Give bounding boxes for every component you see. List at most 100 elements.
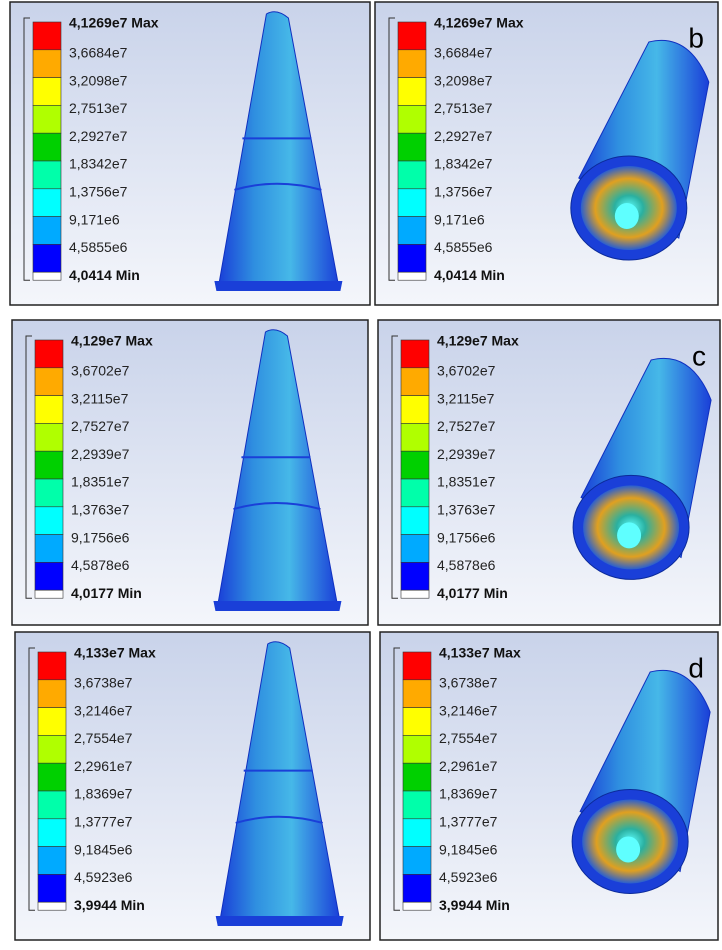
legend-label: 4,5923e6 <box>74 869 133 885</box>
legend-cell <box>401 368 429 396</box>
legend-label: 3,6738e7 <box>439 675 498 691</box>
legend-cell <box>38 819 66 847</box>
legend-label: 1,3763e7 <box>71 502 130 518</box>
legend-cell <box>398 189 426 217</box>
legend-label: 1,8342e7 <box>69 156 128 172</box>
legend-cell <box>33 189 61 217</box>
legend-label: 4,5923e6 <box>439 869 498 885</box>
legend-cell <box>403 791 431 819</box>
legend-cell <box>33 22 61 50</box>
legend-cell <box>398 161 426 189</box>
legend-cell <box>38 763 66 791</box>
panel-letter: c <box>692 340 706 371</box>
legend-cell <box>38 902 66 910</box>
legend-label: 3,2098e7 <box>69 72 128 88</box>
cylinder-hole <box>616 836 640 862</box>
legend-label: 1,8369e7 <box>74 786 133 802</box>
legend-cell <box>398 133 426 161</box>
legend-cell <box>398 50 426 78</box>
legend-cell <box>33 133 61 161</box>
legend-label: 4,133e7 Max <box>74 645 156 661</box>
legend-label: 1,3756e7 <box>69 184 128 200</box>
legend-cell <box>403 708 431 736</box>
legend-label: 4,129e7 Max <box>71 333 153 349</box>
legend-cell <box>35 590 63 598</box>
legend-label: 1,3763e7 <box>437 502 496 518</box>
page: {"rows": [ {"letter": "b", "legend": ["4… <box>0 0 722 945</box>
legend-label: 4,0414 Min <box>434 267 505 283</box>
legend-label: 1,8342e7 <box>434 156 493 172</box>
legend-cell <box>33 50 61 78</box>
legend-label: 4,0414 Min <box>69 267 140 283</box>
cylinder-hole <box>617 522 641 548</box>
legend-label: 2,2961e7 <box>74 758 133 774</box>
legend-cell <box>403 819 431 847</box>
legend-label: 9,1845e6 <box>74 841 133 857</box>
legend-cell <box>401 451 429 479</box>
legend-cell <box>401 423 429 451</box>
legend-label: 4,1269e7 Max <box>434 15 524 31</box>
legend-cell <box>38 735 66 763</box>
legend-label: 3,2146e7 <box>74 702 133 718</box>
legend-cell <box>398 272 426 280</box>
legend-label: 3,6702e7 <box>437 363 496 379</box>
legend-label: 1,3777e7 <box>439 814 498 830</box>
legend-label: 3,6684e7 <box>69 45 128 61</box>
legend-cell <box>35 340 63 368</box>
legend-label: 2,2961e7 <box>439 758 498 774</box>
legend-label: 2,7554e7 <box>74 730 133 746</box>
legend-cell <box>403 763 431 791</box>
legend-cell <box>33 217 61 245</box>
legend-cell <box>398 217 426 245</box>
legend-label: 2,7527e7 <box>71 418 130 434</box>
legend-cell <box>403 680 431 708</box>
legend-label: 2,2939e7 <box>71 446 130 462</box>
legend-label: 3,9944 Min <box>439 897 510 913</box>
legend-label: 2,7527e7 <box>437 418 496 434</box>
legend-cell <box>403 902 431 910</box>
legend-cell <box>33 244 61 272</box>
legend-cell <box>38 847 66 875</box>
legend-cell <box>398 244 426 272</box>
legend-cell <box>35 562 63 590</box>
legend-label: 4,1269e7 Max <box>69 15 159 31</box>
legend-cell <box>38 791 66 819</box>
legend-label: 3,2098e7 <box>434 72 493 88</box>
cone-base <box>214 281 342 291</box>
cylinder-hole <box>615 203 639 229</box>
legend-label: 1,8351e7 <box>71 474 130 490</box>
legend-cell <box>401 562 429 590</box>
legend-cell <box>403 652 431 680</box>
legend-label: 2,2927e7 <box>434 128 493 144</box>
figure: 4,1269e7 Max 3,6684e7 3,2098e7 2,7513e7 2,29… <box>0 0 722 945</box>
legend-label: 3,6738e7 <box>74 675 133 691</box>
legend-cell <box>35 535 63 563</box>
legend-cell <box>35 396 63 424</box>
legend-label: 4,5855e6 <box>69 239 128 255</box>
legend-label: 2,7513e7 <box>69 100 128 116</box>
legend-cell <box>398 78 426 106</box>
legend-label: 4,5878e6 <box>437 557 496 573</box>
legend-cell <box>401 340 429 368</box>
legend-label: 4,5878e6 <box>71 557 130 573</box>
legend-cell <box>401 535 429 563</box>
legend-cell <box>398 22 426 50</box>
legend-cell <box>33 272 61 280</box>
legend-label: 9,1756e6 <box>71 529 130 545</box>
legend-label: 3,2115e7 <box>71 390 129 406</box>
legend-label: 4,5855e6 <box>434 239 493 255</box>
legend-label: 4,129e7 Max <box>437 333 519 349</box>
legend-label: 1,3777e7 <box>74 814 133 830</box>
legend-cell <box>33 105 61 133</box>
legend-cell <box>38 874 66 902</box>
legend-label: 2,7554e7 <box>439 730 498 746</box>
legend-label: 2,2939e7 <box>437 446 496 462</box>
legend-label: 3,6684e7 <box>434 45 493 61</box>
legend-label: 3,2146e7 <box>439 702 498 718</box>
legend-cell <box>33 161 61 189</box>
legend-cell <box>401 507 429 535</box>
legend-label: 4,0177 Min <box>437 585 508 601</box>
legend-cell <box>403 847 431 875</box>
legend-cell <box>401 396 429 424</box>
legend-label: 1,8369e7 <box>439 786 498 802</box>
